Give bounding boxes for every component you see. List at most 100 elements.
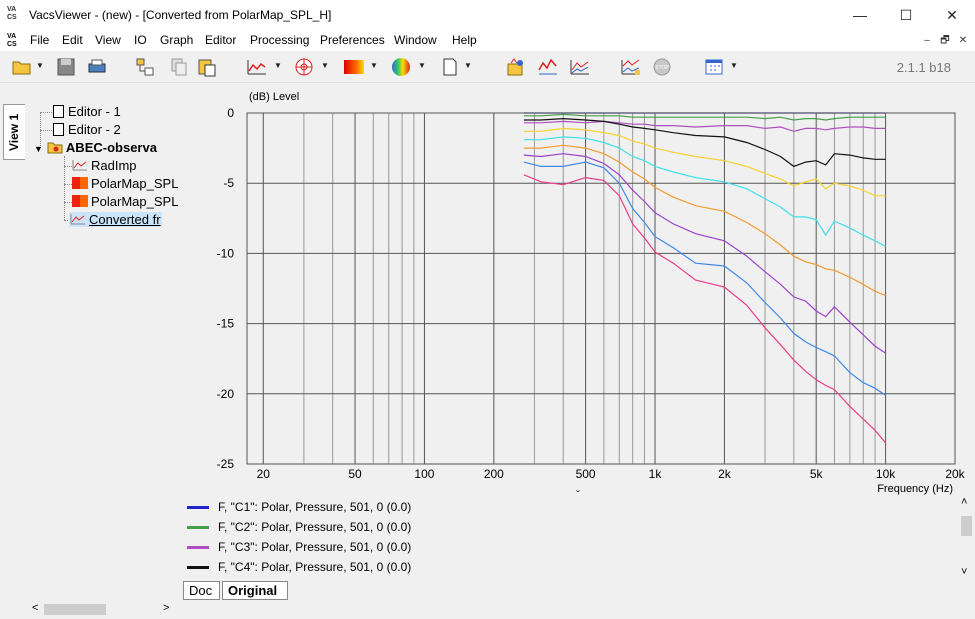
tree-props-icon[interactable] [134, 56, 156, 78]
scroll-left-arrow-icon[interactable]: < [32, 602, 39, 614]
menu-help[interactable]: Help [452, 33, 477, 47]
tree-item-label: RadImp [91, 158, 137, 173]
series-line [523, 174, 887, 444]
y-tick-label: -20 [217, 387, 235, 401]
tree-connector [64, 220, 72, 221]
y-tick-label: -15 [217, 317, 235, 331]
tree-item-label: Converted fr [89, 212, 161, 227]
legend-label: F, "C2": Polar, Pressure, 501, 0 (0.0) [218, 520, 412, 534]
calendar-dropdown-icon[interactable]: ▼ [730, 61, 738, 70]
line-graph-dropdown-icon[interactable]: ▼ [274, 61, 282, 70]
polar-graph-icon[interactable] [293, 56, 315, 78]
series-line [523, 117, 886, 168]
line-graph-icon [70, 214, 85, 225]
tab-doc[interactable]: Doc [183, 581, 220, 600]
tree-connector [40, 130, 52, 131]
toolbar: ▼ ▼ ▼ ▼ ▼ ▼ STOP [0, 51, 975, 83]
yscale-icon[interactable] [537, 56, 559, 78]
legend-label: F, "C3": Polar, Pressure, 501, 0 (0.0) [218, 540, 412, 554]
tab-original[interactable]: Original [222, 581, 288, 600]
legend-scrollbar[interactable]: ˄ ˅ [958, 496, 975, 582]
paste-icon[interactable] [196, 56, 218, 78]
window-title: VacsViewer - (new) - [Converted from Pol… [29, 8, 332, 22]
scroll-up-arrow-icon[interactable]: ˄ [961, 496, 968, 508]
balloon-graph-icon[interactable] [390, 56, 412, 78]
y-tick-label: -5 [223, 176, 234, 190]
scroll-thumb[interactable] [961, 516, 972, 536]
legend-label: F, "C1": Polar, Pressure, 501, 0 (0.0) [218, 500, 412, 514]
copy-icon[interactable] [168, 56, 190, 78]
svg-text:STOP: STOP [655, 65, 669, 71]
menu-processing[interactable]: Processing [250, 33, 310, 47]
tree-item-polarmap-2[interactable]: PolarMap_SPL [72, 194, 178, 212]
new-doc-dropdown-icon[interactable]: ▼ [464, 61, 472, 70]
y-tick-label: -25 [217, 457, 235, 471]
map-dropdown-icon[interactable]: ▼ [370, 61, 378, 70]
version-label: 2.1.1 b18 [896, 60, 951, 75]
legend-label: F, "C4": Polar, Pressure, 501, 0 (0.0) [218, 560, 412, 574]
balloon-dropdown-icon[interactable]: ▼ [418, 61, 426, 70]
series-line [523, 136, 886, 247]
menu-preferences[interactable]: Preferences [320, 33, 385, 47]
minimize-button[interactable]: — [837, 0, 883, 31]
maximize-button[interactable]: ☐ [883, 0, 929, 31]
tree-item-radimp[interactable]: RadImp [72, 158, 137, 176]
menu-view[interactable]: View [95, 33, 121, 47]
tree-connector [64, 166, 72, 167]
overlay-graph-icon[interactable] [569, 56, 591, 78]
scroll-thumb[interactable] [44, 604, 106, 615]
scroll-down-arrow-icon[interactable]: ˅ [961, 566, 968, 578]
menu-edit[interactable]: Edit [62, 33, 83, 47]
menu-graph[interactable]: Graph [160, 33, 194, 47]
view-tab[interactable]: View 1 [3, 104, 25, 160]
series-line [523, 120, 886, 132]
menu-editor[interactable]: Editor [205, 33, 237, 47]
legend-swatch [187, 526, 209, 529]
scroll-right-arrow-icon[interactable]: > [163, 602, 170, 614]
selected-tree-item: Converted fr [69, 212, 162, 227]
mdi-minimize-button[interactable]: – [924, 35, 930, 46]
process-graph-icon[interactable] [620, 56, 642, 78]
close-icon: ✕ [946, 7, 958, 23]
tree-item-label: PolarMap_SPL [91, 194, 178, 209]
mdi-restore-button[interactable]: 🗗 [940, 35, 950, 46]
print-icon[interactable] [86, 56, 108, 78]
mdi-close-button[interactable]: ✕ [958, 35, 968, 46]
tree-item-editor-1[interactable]: Editor - 1 [53, 104, 121, 122]
menu-window[interactable]: Window [394, 33, 437, 47]
menu-file[interactable]: File [30, 33, 50, 47]
series-line [523, 153, 886, 354]
x-tick-label: 20 [257, 467, 271, 481]
x-tick-label: 10k [876, 467, 896, 481]
expand-chevron-icon[interactable]: ▼ [34, 144, 43, 154]
tree-connector [64, 184, 72, 185]
tree-item-editor-2[interactable]: Editor - 2 [53, 122, 121, 140]
new-doc-icon[interactable] [439, 56, 461, 78]
stop-icon[interactable]: STOP [651, 56, 673, 78]
y-tick-label: 0 [227, 106, 234, 120]
tree-connector [64, 156, 65, 220]
save-icon[interactable] [55, 56, 77, 78]
mdi-app-icon[interactable]: VA CS [7, 33, 17, 49]
tree-item-polarmap-1[interactable]: PolarMap_SPL [72, 176, 178, 194]
tree-scrollbar[interactable]: < > [30, 602, 175, 617]
open-dropdown-icon[interactable]: ▼ [36, 61, 44, 70]
run-icon[interactable] [505, 56, 527, 78]
line-graph-icon[interactable] [246, 56, 268, 78]
close-button[interactable]: ✕ [929, 0, 975, 31]
legend-swatch [187, 506, 209, 509]
menu-io[interactable]: IO [134, 33, 147, 47]
calendar-icon[interactable] [703, 56, 725, 78]
polar-dropdown-icon[interactable]: ▼ [321, 61, 329, 70]
title-bar: VA CS VacsViewer - (new) - [Converted fr… [0, 0, 975, 31]
open-folder-icon[interactable] [11, 56, 33, 78]
y-tick-label: -10 [217, 246, 235, 260]
logo-bottom-text: CS [7, 14, 17, 21]
tree-item-converted[interactable]: Converted fr [69, 212, 162, 230]
view-tab-label: View 1 [7, 113, 21, 151]
maximize-icon: ☐ [899, 7, 913, 23]
tree-item-abec-observa[interactable]: ▼ ABEC-observa [34, 140, 157, 158]
line-graph-icon [72, 160, 87, 171]
tree-connector [40, 112, 52, 113]
map-graph-icon[interactable] [342, 56, 364, 78]
